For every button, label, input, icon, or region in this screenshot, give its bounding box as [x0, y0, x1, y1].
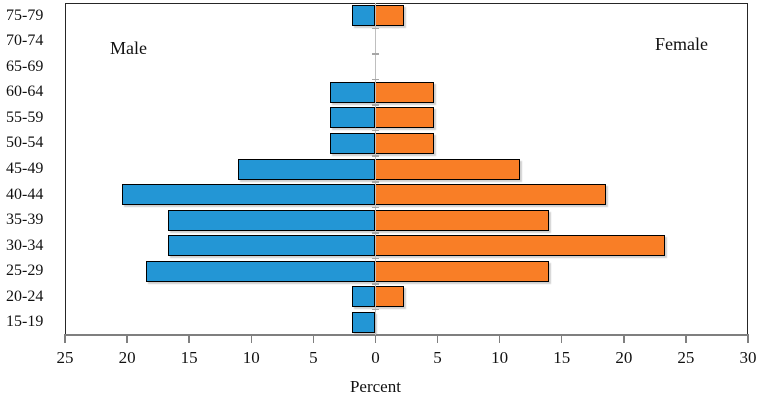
male-annotation: Male	[110, 38, 147, 58]
category-tick	[371, 129, 379, 132]
x-tick	[64, 336, 66, 343]
x-tick	[436, 336, 439, 343]
x-axis-line	[64, 334, 749, 336]
female-bar-25-29	[375, 260, 550, 282]
age-label-70-74: 70-74	[6, 32, 44, 50]
x-tick-label: 20	[118, 348, 136, 367]
category-tick	[371, 53, 379, 55]
female-annotation: Female	[655, 34, 708, 54]
male-bar-25-29	[145, 260, 376, 282]
male-bar-75-79	[351, 5, 376, 27]
x-tick-label: 5	[433, 348, 442, 367]
age-label-55-59: 55-59	[6, 108, 44, 126]
x-tick-label: 25	[677, 348, 695, 367]
category-tick	[371, 283, 379, 285]
category-tick	[371, 232, 379, 234]
male-bar-60-64	[329, 81, 376, 103]
male-bar-15-19	[351, 311, 376, 333]
x-tick	[747, 336, 749, 343]
category-tick	[371, 155, 379, 157]
age-label-20-24: 20-24	[6, 287, 44, 305]
x-tick-label: 15	[180, 348, 198, 367]
x-tick-label: 15	[553, 348, 571, 367]
x-tick	[126, 336, 128, 343]
category-tick	[371, 181, 379, 183]
male-bar-35-39	[168, 209, 376, 231]
male-bar-50-54	[329, 132, 376, 154]
x-tick	[188, 336, 190, 343]
age-label-75-79: 75-79	[6, 6, 44, 24]
category-tick	[371, 257, 379, 260]
male-bar-20-24	[351, 286, 376, 308]
male-bar-45-49	[237, 158, 376, 180]
category-tick	[371, 308, 379, 311]
male-bar-30-34	[168, 235, 376, 257]
female-bar-30-34	[375, 235, 665, 257]
plot-frame	[65, 3, 748, 335]
x-axis-title: Percent	[349, 377, 401, 396]
x-tick	[560, 336, 563, 343]
x-tick-label: 30	[739, 348, 757, 367]
x-tick	[685, 336, 687, 343]
age-label-45-49: 45-49	[6, 160, 44, 177]
age-label-35-39: 35-39	[6, 211, 44, 229]
female-bar-50-54	[375, 132, 434, 154]
age-label-15-19: 15-19	[6, 313, 44, 331]
x-tick-label: 10	[242, 348, 260, 367]
x-tick-label: 25	[56, 348, 74, 367]
age-label-25-29: 25-29	[6, 262, 44, 280]
age-label-60-64: 60-64	[6, 83, 44, 101]
female-bar-20-24	[375, 286, 404, 308]
age-label-50-54: 50-54	[6, 134, 44, 152]
female-bar-75-79	[375, 5, 404, 27]
x-tick	[312, 336, 315, 343]
category-tick	[371, 78, 379, 81]
female-bar-40-44	[375, 184, 607, 206]
x-tick	[498, 336, 501, 343]
female-bar-45-49	[375, 158, 520, 180]
age-label-65-69: 65-69	[6, 57, 44, 75]
x-tick	[374, 336, 377, 343]
center-axis-line	[374, 3, 376, 335]
x-tick-label: 5	[309, 348, 318, 367]
x-tick	[250, 336, 253, 343]
male-bar-40-44	[122, 184, 376, 206]
x-tick	[623, 336, 625, 343]
female-bar-60-64	[375, 81, 434, 103]
category-tick	[371, 27, 379, 30]
x-tick-label: 20	[615, 348, 633, 367]
category-tick	[371, 206, 379, 209]
x-tick-label: 10	[491, 348, 509, 367]
age-label-30-34: 30-34	[6, 236, 44, 254]
category-tick	[371, 104, 379, 106]
female-bar-35-39	[375, 209, 550, 231]
age-label-40-44: 40-44	[6, 185, 44, 203]
male-bar-55-59	[329, 107, 376, 129]
x-tick-label: 0	[371, 348, 380, 367]
female-bar-55-59	[375, 107, 434, 129]
